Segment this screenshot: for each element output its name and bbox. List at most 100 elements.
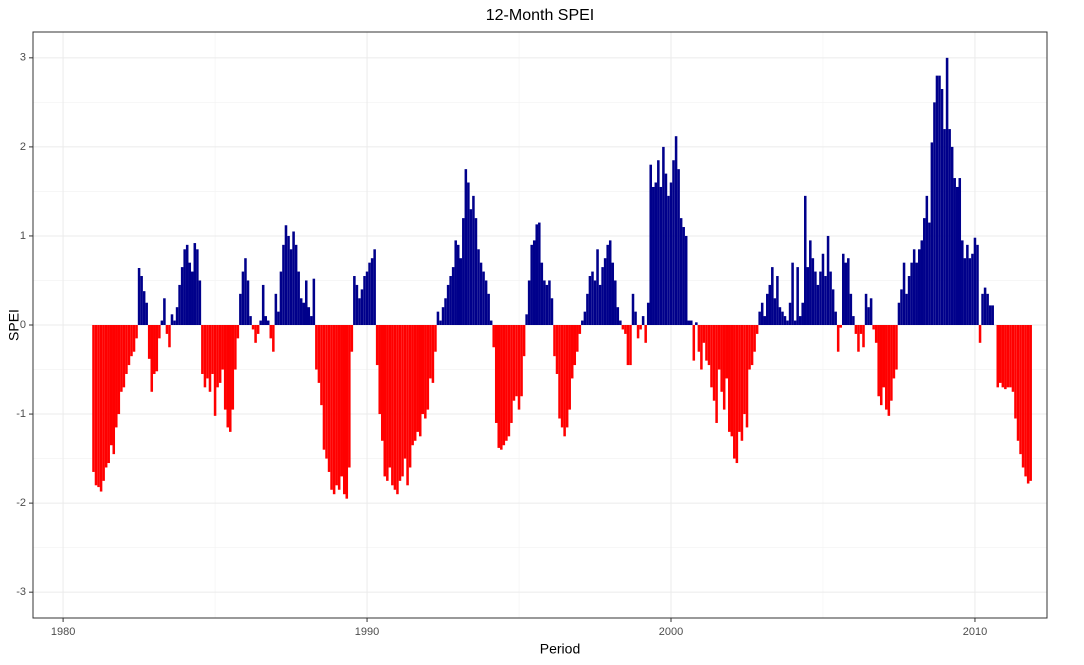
bar <box>213 325 217 416</box>
bar <box>710 325 713 388</box>
bar <box>563 325 566 437</box>
bar <box>373 249 376 325</box>
bar <box>690 320 693 325</box>
bar <box>411 325 414 446</box>
bar <box>398 325 402 481</box>
bar <box>933 102 936 325</box>
bar <box>743 325 746 415</box>
bar <box>705 325 708 361</box>
bar <box>244 258 247 325</box>
bar <box>981 293 984 325</box>
bar <box>350 325 354 352</box>
bar <box>634 311 637 325</box>
bar <box>464 169 468 325</box>
bar <box>507 325 511 437</box>
bar <box>809 240 812 325</box>
bar <box>1001 325 1005 388</box>
bar <box>953 178 956 325</box>
bar <box>636 325 640 339</box>
bar <box>1011 325 1015 392</box>
bar <box>413 325 417 441</box>
bar <box>239 293 242 325</box>
bar <box>170 314 174 325</box>
bar <box>459 258 463 325</box>
bar <box>355 284 359 325</box>
bar <box>487 293 490 325</box>
bar <box>728 325 731 432</box>
bar <box>624 325 627 334</box>
bar <box>700 325 703 370</box>
bar <box>155 325 159 372</box>
x-axis-title: Period <box>540 641 580 657</box>
bar <box>368 262 371 325</box>
bar <box>652 186 655 325</box>
bar <box>629 325 632 366</box>
bar <box>175 307 179 325</box>
bar <box>353 276 356 325</box>
bar <box>540 262 544 325</box>
bar <box>107 325 110 464</box>
bar <box>692 325 696 361</box>
bar <box>755 325 759 334</box>
bar <box>684 235 688 325</box>
bar <box>971 253 974 325</box>
bar <box>183 249 186 325</box>
bar <box>279 271 283 325</box>
bar <box>593 280 597 325</box>
bar <box>695 322 698 325</box>
bar <box>621 325 625 330</box>
bar <box>839 325 842 328</box>
bar <box>573 325 577 366</box>
bar <box>510 325 513 423</box>
bar <box>1016 325 1020 441</box>
bar <box>198 280 202 325</box>
bar <box>467 182 470 325</box>
bar <box>451 267 455 325</box>
bar <box>854 325 858 334</box>
bar <box>667 195 670 325</box>
bar <box>145 302 148 325</box>
bar <box>327 325 331 472</box>
bar <box>147 325 151 359</box>
bar <box>945 57 949 325</box>
bar <box>185 244 189 325</box>
bar <box>363 276 366 325</box>
bar <box>386 325 389 481</box>
bar <box>558 325 561 419</box>
bar <box>973 237 977 325</box>
bar <box>550 298 554 325</box>
bar <box>788 302 792 325</box>
bar <box>436 311 440 325</box>
bar <box>380 325 384 441</box>
bar <box>489 320 493 325</box>
bar <box>234 325 237 370</box>
bar <box>786 320 789 325</box>
bar <box>269 325 273 339</box>
bar <box>444 298 447 325</box>
bar <box>677 169 680 325</box>
bar <box>900 289 903 325</box>
bar <box>482 271 485 325</box>
bar <box>122 325 126 388</box>
bar <box>672 160 675 325</box>
bar <box>920 240 924 325</box>
bar <box>548 280 551 325</box>
bar <box>814 271 817 325</box>
bar <box>153 325 156 374</box>
bar <box>581 320 584 325</box>
bar <box>821 253 825 325</box>
bar <box>882 325 886 388</box>
bar <box>142 291 146 325</box>
bar <box>963 258 967 325</box>
bar <box>97 325 100 488</box>
bar <box>241 271 245 325</box>
bar <box>360 289 364 325</box>
y-tick-label: 0 <box>20 319 26 331</box>
y-tick-label: 2 <box>20 141 26 153</box>
bar <box>545 284 549 325</box>
bar <box>272 325 275 352</box>
bar <box>274 293 278 325</box>
bar <box>317 325 321 383</box>
bar <box>196 249 199 325</box>
bar <box>120 325 123 392</box>
